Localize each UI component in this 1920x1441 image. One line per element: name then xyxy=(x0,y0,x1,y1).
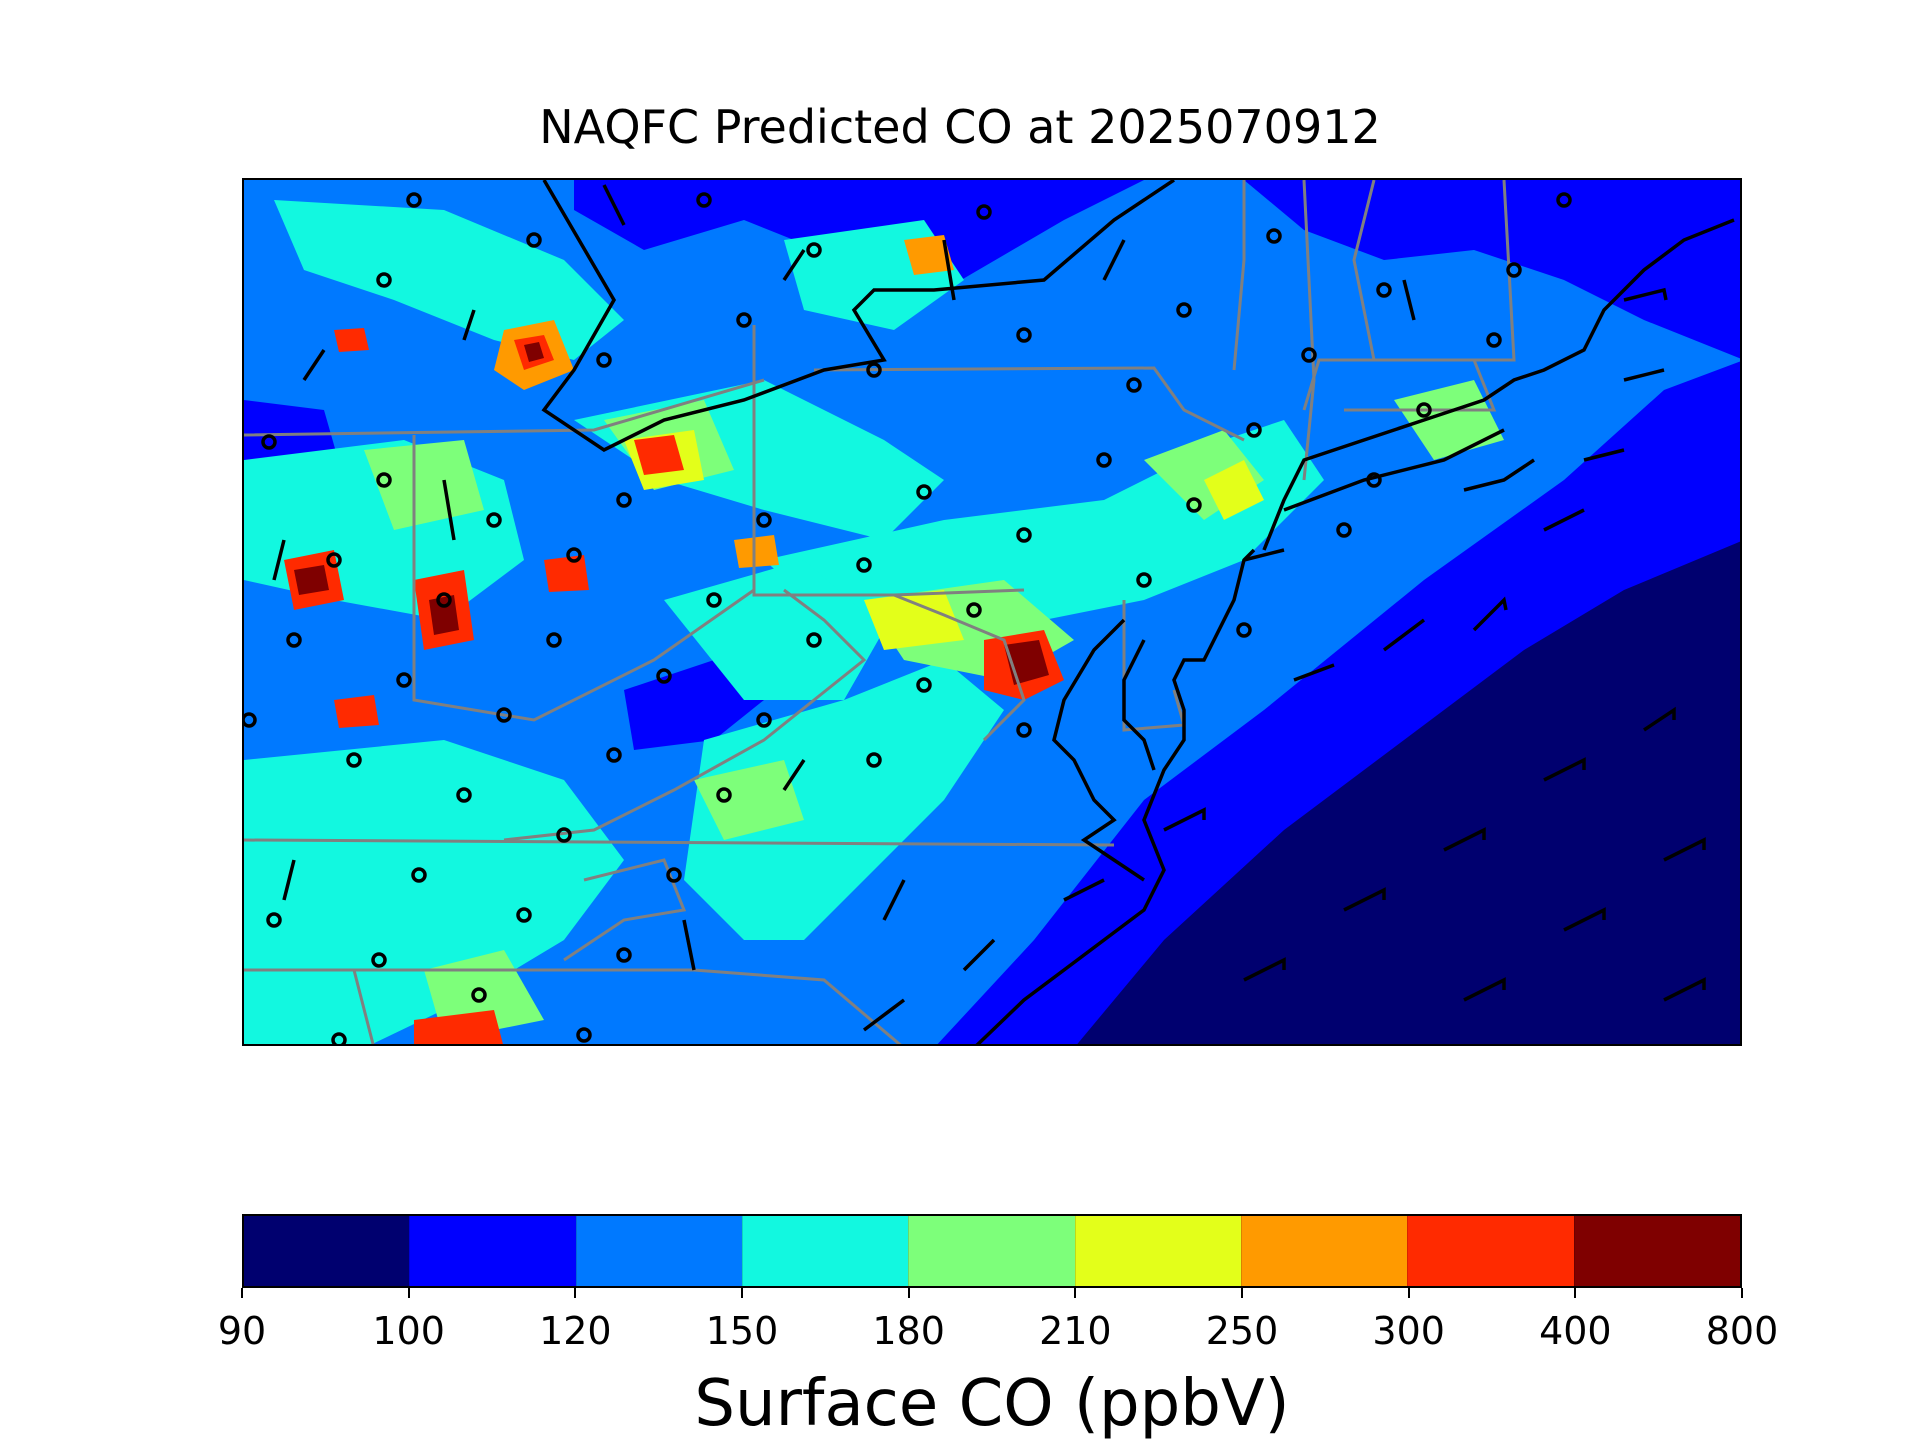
colorbar-tick-label: 400 xyxy=(1539,1309,1612,1353)
colorbar-tick-label: 150 xyxy=(705,1309,779,1353)
wind-barbs xyxy=(272,184,1706,1032)
colorbar-tick-mark xyxy=(241,1288,243,1298)
colorbar-tick-mark xyxy=(907,1288,910,1298)
concentration-field xyxy=(244,180,1740,1044)
colorbar-segment xyxy=(244,1216,410,1286)
coastline xyxy=(541,180,1735,1044)
colorbar-tick-label: 120 xyxy=(539,1309,612,1353)
colorbar-tick-mark xyxy=(1407,1288,1410,1298)
colorbar-segment xyxy=(409,1216,576,1286)
colorbar-tick-mark xyxy=(741,1288,743,1298)
colorbar-segment xyxy=(1573,1216,1740,1286)
colorbar-tick-label: 180 xyxy=(872,1309,945,1353)
colorbar-segment xyxy=(741,1216,909,1286)
colorbar-tick-label: 100 xyxy=(372,1309,445,1353)
colorbar-segment xyxy=(1074,1216,1241,1286)
colorbar-label: Surface CO (ppbV) xyxy=(694,1367,1290,1441)
map-panel xyxy=(242,178,1742,1046)
colorbar-segment xyxy=(908,1216,1075,1286)
colorbar-tick-mark xyxy=(1241,1288,1243,1298)
colorbar-tick-mark xyxy=(1574,1288,1577,1298)
colorbar-tick-label: 800 xyxy=(1705,1309,1779,1353)
colorbar-tick-mark xyxy=(407,1288,410,1298)
colorbar-tick-label: 300 xyxy=(1372,1309,1445,1353)
colorbar xyxy=(242,1214,1742,1288)
colorbar-segment xyxy=(1240,1216,1408,1286)
map-title: NAQFC Predicted CO at 2025070912 xyxy=(539,100,1381,154)
monitor-sites xyxy=(244,192,1572,1044)
colorbar-tick-label: 250 xyxy=(1205,1309,1279,1353)
colorbar-tick-label: 210 xyxy=(1039,1309,1112,1353)
colorbar-tick-mark xyxy=(1741,1288,1743,1298)
state-borders xyxy=(244,180,1516,1044)
colorbar-tick-mark xyxy=(574,1288,577,1298)
colorbar-segment xyxy=(1407,1216,1574,1286)
colorbar-segment xyxy=(575,1216,742,1286)
colorbar-tick-mark xyxy=(1074,1288,1077,1298)
colorbar-tick-label: 90 xyxy=(217,1309,267,1353)
